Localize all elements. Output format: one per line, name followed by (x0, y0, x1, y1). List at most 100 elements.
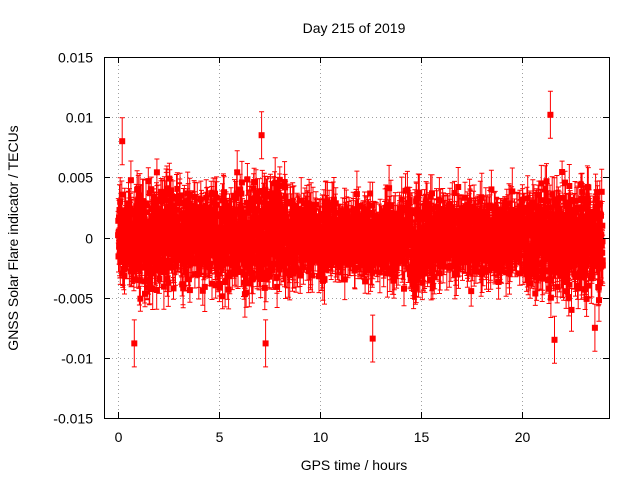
data-point (320, 246, 327, 253)
data-point (248, 229, 255, 236)
data-point (598, 212, 604, 219)
data-point (473, 260, 480, 267)
data-point (539, 229, 546, 236)
data-point (134, 225, 141, 232)
data-point (520, 221, 527, 228)
data-point (445, 208, 452, 215)
data-point (121, 207, 128, 214)
data-point (150, 224, 157, 231)
data-point (526, 205, 533, 212)
data-point (220, 194, 227, 201)
data-point (544, 210, 551, 217)
data-point (260, 270, 267, 277)
data-point (273, 253, 280, 260)
data-point (364, 256, 371, 263)
data-point (177, 257, 184, 264)
data-point (208, 191, 215, 198)
data-point (193, 217, 200, 224)
data-point (255, 244, 262, 251)
data-point (506, 200, 512, 207)
data-point (241, 219, 248, 225)
data-point (429, 283, 436, 290)
data-point (277, 203, 284, 210)
data-point (244, 224, 251, 231)
data-point (496, 246, 503, 253)
data-point (144, 284, 150, 291)
data-point (240, 271, 247, 278)
data-point (415, 237, 422, 244)
data-point (143, 209, 150, 216)
data-point (385, 220, 392, 227)
data-point (454, 227, 461, 234)
data-point (477, 198, 484, 205)
data-point (168, 244, 175, 251)
data-point (566, 183, 573, 189)
data-point (568, 306, 575, 313)
data-point (495, 279, 502, 285)
data-point (568, 248, 575, 255)
data-point (266, 271, 273, 278)
data-point (395, 219, 401, 226)
data-point (475, 230, 482, 237)
data-point (174, 185, 181, 192)
data-point (447, 263, 454, 269)
data-point (346, 250, 353, 257)
data-point (383, 213, 390, 220)
data-point (265, 227, 271, 233)
data-point (250, 185, 257, 192)
data-point (219, 293, 226, 300)
data-point (116, 207, 123, 213)
data-point (247, 201, 254, 208)
data-point (271, 215, 278, 222)
data-point (528, 255, 535, 262)
data-point (533, 274, 540, 281)
data-point (549, 216, 556, 223)
data-point (572, 197, 578, 204)
data-layer (115, 90, 606, 368)
data-point (262, 186, 269, 193)
data-point (562, 246, 569, 253)
data-point (366, 221, 373, 228)
data-point (198, 207, 205, 214)
data-point (136, 260, 143, 266)
data-point (455, 184, 462, 190)
data-point (374, 243, 381, 250)
data-point (222, 279, 229, 285)
data-point (562, 235, 569, 242)
data-point (528, 264, 535, 271)
data-point (313, 213, 320, 220)
data-point (296, 231, 302, 238)
data-point (386, 185, 393, 192)
data-point (178, 247, 185, 254)
data-point (471, 231, 478, 238)
data-point (384, 203, 391, 210)
data-point (252, 218, 259, 225)
data-point (204, 235, 211, 242)
data-point (305, 220, 312, 227)
data-point (577, 242, 583, 249)
data-point (538, 180, 545, 187)
data-point (236, 249, 243, 256)
data-point (182, 203, 189, 210)
data-point (400, 204, 407, 211)
data-point (211, 243, 218, 250)
data-point (258, 132, 265, 139)
data-point (547, 226, 554, 233)
data-point (450, 224, 456, 231)
data-point (599, 262, 606, 269)
data-point (444, 255, 451, 262)
data-point (298, 197, 305, 204)
data-point (275, 192, 282, 199)
data-point (230, 208, 237, 215)
data-point (267, 193, 274, 200)
data-point (261, 284, 268, 291)
data-point (418, 242, 425, 249)
data-point (254, 190, 261, 197)
data-point (231, 237, 238, 244)
data-point (551, 336, 558, 343)
data-point (162, 242, 169, 249)
data-point (235, 246, 242, 253)
data-point (523, 235, 530, 242)
data-point (573, 246, 580, 253)
data-point (208, 251, 214, 258)
